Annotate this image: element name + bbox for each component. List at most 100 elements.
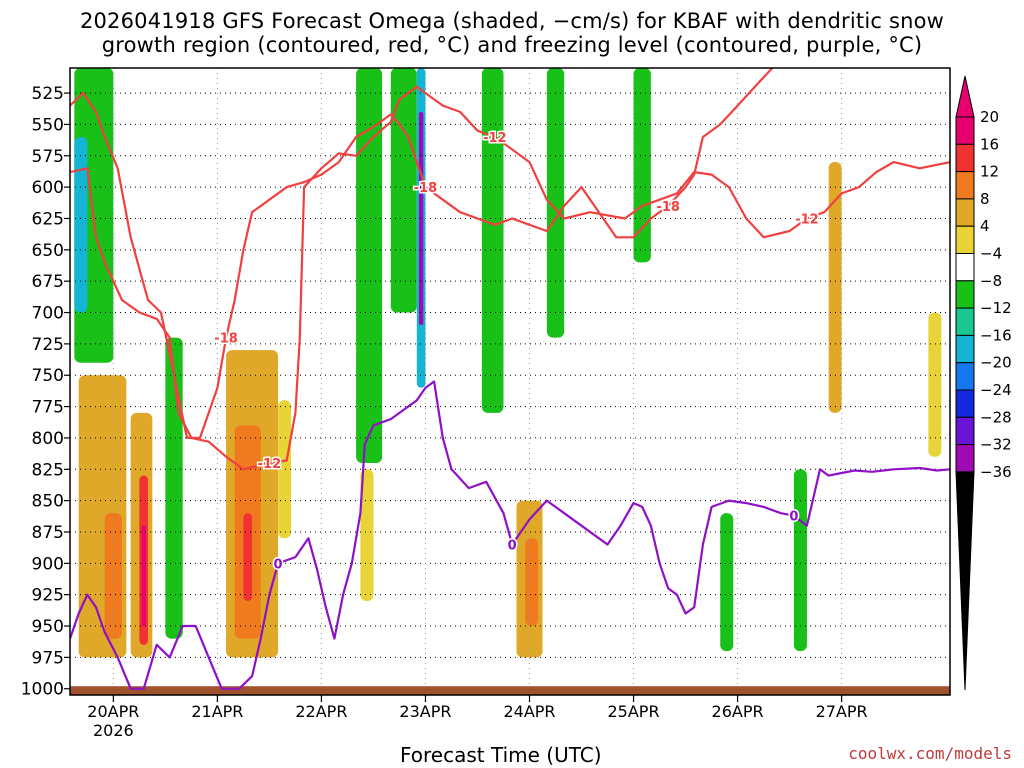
y-tick-label: 625 [32,209,64,229]
terrain-band [70,686,950,695]
omega-patch [525,538,539,627]
colorbar-top-cap [955,75,975,118]
colorbar-swatch [955,416,975,446]
colorbar-swatch [955,171,975,200]
omega-patch [633,68,651,263]
y-tick-label: 600 [32,178,64,198]
omega-patch [390,68,417,313]
colorbar-swatch [955,280,975,309]
grid-lines [70,68,950,695]
omega-patch [481,68,504,413]
chart-title-line-1: 2026041918 GFS Forecast Omega (shaded, −… [79,9,945,33]
colorbar-swatch [955,362,975,391]
omega-patch [720,513,734,652]
y-tick-label: 750 [32,366,64,386]
x-tick-label: 26APR [712,702,764,721]
colorbar-swatch [955,253,975,282]
y-tick-label: 900 [32,554,64,574]
dgz-contour-line [70,68,774,439]
omega-patch [278,400,292,539]
dgz-contour-line [70,85,950,471]
colorbar-label: −16 [980,326,1012,344]
colorbar-label: −12 [980,299,1012,317]
y-tick-label: 825 [32,460,64,480]
y-tick-label: 800 [32,429,64,449]
contour-label: -18 [214,332,238,347]
contour-label: 0 [789,510,798,525]
omega-shading [74,68,942,658]
x-tick-label: 27APR [816,702,868,721]
x-axis: 20APR 21APR 22APR 23APR 24APR 25APR 26APR 27APR… [87,695,868,740]
colorbar-label: 20 [980,108,999,126]
contour-label: 0 [508,539,517,554]
omega-patch [928,312,942,457]
omega-patch [356,68,383,464]
colorbar-swatch [955,225,975,254]
omega-patch [141,525,146,627]
y-tick-label: 875 [32,523,64,543]
omega-patch [418,111,424,326]
omega-patch [546,68,565,338]
terrain [70,686,950,695]
colorbar-swatch [955,143,975,173]
y-tick-label: 850 [32,492,64,512]
site-credit: coolwx.com/models [848,744,1012,763]
colorbar-label: 8 [980,190,990,208]
omega-patch [74,136,88,313]
x-tick-label: 21APR [191,702,243,721]
contour-label: -12 [795,212,819,227]
colorbar-label: −24 [980,381,1012,399]
colorbar-label: −36 [980,463,1012,481]
omega-patch [104,513,123,639]
x-tick-label: 20APR [87,702,139,721]
x-tick-label: 23APR [399,702,451,721]
x-tick-label: 25APR [608,702,660,721]
contour-label: -12 [483,131,507,146]
y-tick-label: 550 [32,115,64,135]
y-tick-label: 700 [32,304,64,324]
x-year-label: 2026 [93,721,134,740]
x-tick-label: 22APR [295,702,347,721]
contour-label: -18 [414,181,438,196]
plot-frame [69,67,951,696]
y-tick-label: 925 [32,586,64,606]
colorbar-label: −32 [980,436,1012,454]
y-tick-label: 650 [32,241,64,261]
omega-patch [243,513,253,601]
colorbar-label: −20 [980,354,1012,372]
plot-background [70,68,950,695]
colorbar-bottom-cap [955,471,975,691]
y-axis: 525 550 575 600 625 650 675 700 725 750 775 800 825 8… [21,84,70,700]
colorbar-label: 16 [980,135,999,153]
x-tick-label: 24APR [503,702,555,721]
omega-patch [828,162,842,413]
y-tick-label: 575 [32,147,64,167]
colorbar-swatch [955,116,975,145]
omega-patch [793,469,807,652]
y-tick-label: 1000 [21,680,64,700]
contour-label: 0 [274,557,283,572]
colorbar-swatch [955,334,975,364]
y-tick-label: 975 [32,648,64,668]
y-tick-label: 525 [32,84,64,104]
x-axis-title: Forecast Time (UTC) [400,743,602,767]
y-tick-label: 675 [32,272,64,292]
contours: -12 -12 -12 -18 -18 -18 0 0 0 [70,68,950,690]
colorbar-label: 12 [980,163,999,181]
colorbar: 20 16 12 8 4 −4 −8 −12 −16 −20 −24 −28 −32 −36 [955,75,1012,691]
colorbar-label: −8 [980,272,1002,290]
contour-label: -18 [656,200,680,215]
contour-label: -12 [258,457,282,472]
chart-title-line-2: growth region (contoured, red, °C) and f… [101,33,923,57]
colorbar-label: −28 [980,408,1012,426]
colorbar-label: 4 [980,217,990,235]
y-tick-label: 775 [32,398,64,418]
y-tick-label: 950 [32,617,64,637]
colorbar-swatch [955,444,975,473]
colorbar-swatch [955,198,975,227]
colorbar-swatch [955,389,975,418]
freezing-level-line [70,380,950,690]
colorbar-label: −4 [980,245,1002,263]
colorbar-swatch [955,307,975,336]
